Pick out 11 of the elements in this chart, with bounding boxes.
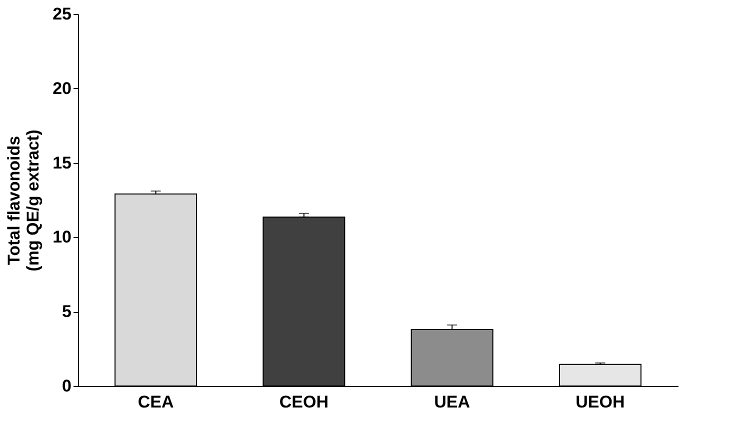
y-tick-label: 0 (62, 376, 72, 396)
x-tick-label: CEOH (279, 392, 328, 412)
y-tick-label: 10 (52, 228, 72, 247)
x-tick-label: UEA (434, 392, 470, 412)
y-tick-label: 15 (52, 153, 72, 172)
y-tick-label: 5 (62, 302, 72, 322)
x-tick-label: UEOH (576, 392, 625, 412)
x-tick-label: CEA (138, 392, 174, 412)
y-axis-title: Total flavonoids (mg QE/g extract) (4, 130, 43, 272)
y-tick-label: 25 (52, 4, 72, 24)
y-tick-label: 20 (52, 78, 72, 98)
